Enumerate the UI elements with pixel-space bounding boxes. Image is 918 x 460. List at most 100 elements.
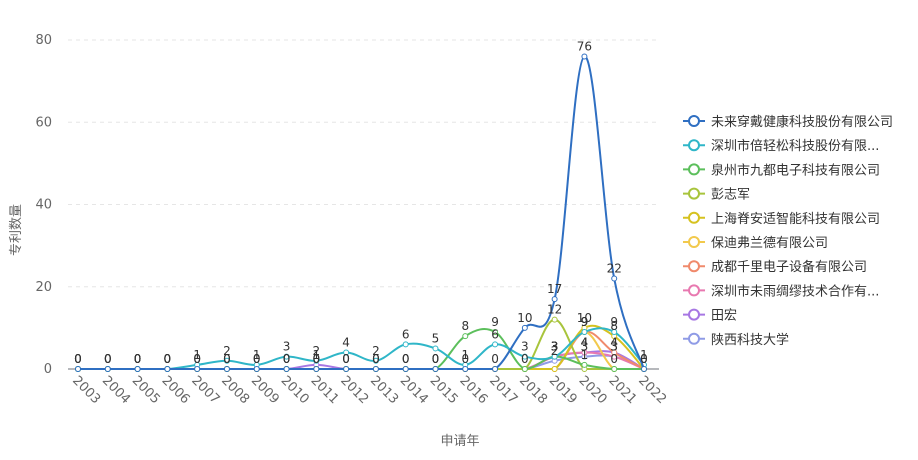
x-tick-label: 2005	[129, 373, 163, 407]
data-label: 17	[547, 282, 562, 296]
data-point[interactable]	[462, 333, 469, 340]
data-point[interactable]	[402, 341, 409, 348]
legend-item[interactable]: 陕西科技大学	[683, 332, 789, 348]
data-point[interactable]	[521, 353, 528, 360]
x-tick-label: 2021	[605, 373, 639, 407]
data-label: 5	[432, 331, 440, 345]
data-point[interactable]	[194, 366, 201, 372]
data-label: 0	[164, 352, 172, 366]
data-point[interactable]	[521, 324, 528, 331]
data-label: 0	[164, 352, 172, 366]
data-label: 1	[640, 348, 648, 362]
data-point[interactable]	[372, 357, 379, 364]
data-point[interactable]	[313, 366, 320, 372]
data-point[interactable]	[402, 366, 409, 372]
data-point[interactable]	[581, 53, 588, 60]
data-point[interactable]	[223, 366, 230, 372]
legend-item[interactable]: 泉州市九都电子科技有限公司	[683, 162, 880, 178]
data-point[interactable]	[164, 366, 171, 372]
data-label: 0	[640, 352, 648, 366]
data-point[interactable]	[343, 366, 350, 372]
series-layer	[75, 53, 647, 372]
data-point[interactable]	[432, 366, 439, 372]
data-point[interactable]	[492, 341, 499, 348]
data-label: 0	[521, 352, 529, 366]
legend-swatch-marker	[688, 187, 700, 200]
data-label: 0	[134, 352, 142, 366]
data-point[interactable]	[104, 366, 111, 372]
data-point[interactable]	[581, 328, 588, 335]
data-point[interactable]	[492, 366, 499, 372]
x-tick-label: 2015	[427, 373, 461, 407]
legend-label: 深圳市倍轻松科技股份有限...	[711, 138, 879, 154]
series-line	[78, 55, 645, 370]
data-point[interactable]	[551, 316, 558, 323]
data-label: 8	[461, 319, 469, 333]
x-tick-label: 2020	[576, 373, 610, 407]
data-label: 0	[283, 352, 291, 366]
y-tick-label: 40	[35, 198, 52, 213]
data-label: 0	[74, 352, 82, 366]
series-5	[75, 324, 647, 372]
data-point[interactable]	[283, 353, 290, 360]
data-point[interactable]	[521, 366, 528, 372]
data-label: 1	[461, 348, 469, 362]
legend-swatch-marker	[688, 115, 700, 127]
legend-swatch-marker	[688, 163, 700, 176]
data-point[interactable]	[343, 349, 350, 356]
data-label: 0	[223, 352, 231, 366]
legend-item[interactable]: 成都千里电子设备有限公司	[683, 259, 867, 275]
y-tick-label: 0	[44, 362, 52, 377]
data-point[interactable]	[611, 275, 618, 282]
data-label: 76	[577, 39, 592, 53]
x-tick-label: 2012	[337, 373, 371, 407]
data-point[interactable]	[372, 366, 379, 372]
legend-item[interactable]: 田宏	[683, 308, 737, 324]
data-point[interactable]	[581, 361, 588, 368]
legend-item[interactable]: 保迪弗兰德有限公司	[683, 236, 828, 251]
legend-label: 成都千里电子设备有限公司	[711, 259, 867, 275]
data-point[interactable]	[462, 366, 469, 372]
legend-item[interactable]: 彭志军	[683, 187, 750, 203]
data-point[interactable]	[641, 366, 647, 372]
data-point[interactable]	[283, 366, 290, 372]
data-label: 0	[104, 352, 112, 366]
data-label: 2	[551, 344, 559, 358]
data-point[interactable]	[75, 366, 81, 372]
data-point[interactable]	[581, 349, 588, 356]
legend-label: 陕西科技大学	[711, 332, 789, 348]
data-point[interactable]	[611, 366, 618, 372]
x-tick-label: 2011	[307, 373, 341, 407]
x-tick-label: 2008	[218, 373, 252, 407]
data-label: 3	[551, 340, 559, 354]
x-axis-title: 申请年	[440, 434, 479, 449]
data-point[interactable]	[134, 366, 141, 372]
data-label: 0	[312, 352, 320, 366]
data-point[interactable]	[551, 366, 558, 372]
data-point[interactable]	[253, 366, 260, 372]
legend-item[interactable]: 深圳市未雨绸缪技术合作有...	[683, 283, 879, 299]
x-tick-label: 2003	[69, 373, 103, 407]
data-point[interactable]	[611, 349, 618, 356]
data-point[interactable]	[223, 357, 230, 364]
x-tick-label: 2010	[278, 373, 312, 407]
data-point[interactable]	[611, 328, 618, 335]
legend-item[interactable]: 未来穿戴健康科技股份有限公司	[683, 114, 893, 130]
data-point[interactable]	[313, 357, 320, 364]
data-point[interactable]	[551, 296, 558, 303]
data-label: 10	[577, 311, 592, 325]
data-point[interactable]	[492, 328, 499, 335]
legend-label: 上海脊安适智能科技有限公司	[711, 212, 880, 227]
legend-label: 深圳市未雨绸缪技术合作有...	[711, 283, 879, 299]
series-3	[75, 328, 647, 372]
data-label: 6	[491, 327, 499, 341]
data-label: 9	[491, 315, 499, 329]
data-label: 0	[342, 352, 350, 366]
data-label: 4	[581, 336, 589, 350]
data-point[interactable]	[432, 345, 439, 352]
data-point[interactable]	[551, 353, 558, 360]
legend-item[interactable]: 深圳市倍轻松科技股份有限...	[683, 138, 879, 154]
legend-item[interactable]: 上海脊安适智能科技有限公司	[683, 211, 880, 227]
data-label: 2	[372, 344, 380, 358]
